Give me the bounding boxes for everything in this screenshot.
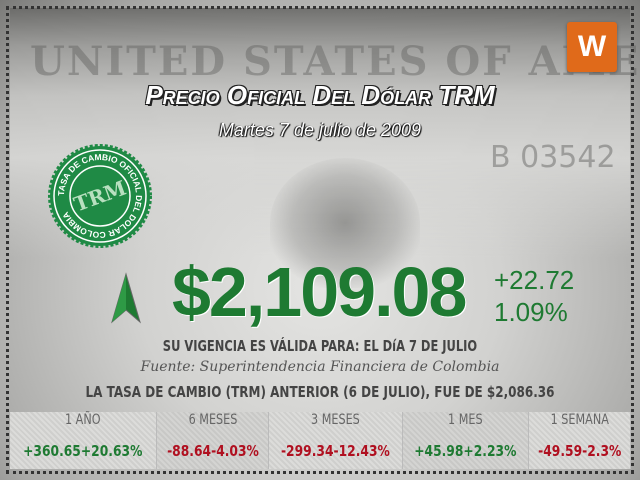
dotted-border: [6, 6, 634, 474]
period-percent: -2.3%: [582, 442, 622, 460]
trm-rate-value: $2,109.08: [172, 253, 467, 331]
period-column: 1 MES +45.98 +2.23%: [403, 412, 529, 469]
period-change: -299.34: [281, 442, 334, 460]
arrow-up-icon: [111, 272, 141, 324]
trm-stamp-icon: TASA DE CAMBIO OFICIAL DEL DOLAR COLOMBI…: [48, 144, 152, 248]
validity-text: SU VIGENCIA ES VÁLIDA PARA: EL DíA 7 DE …: [162, 337, 478, 355]
source-text: Fuente: Superintendencia Financiera de C…: [140, 359, 500, 375]
period-percent: -4.03%: [210, 442, 259, 460]
period-percent: -12.43%: [333, 442, 391, 460]
period-label: 1 MES: [448, 412, 483, 428]
rate-change: +22.72 1.09%: [494, 264, 574, 328]
period-percent: +2.23%: [463, 442, 517, 460]
period-changes-table: 1 AÑO +360.65 +20.63% 6 MESES -88.64 -4.0…: [10, 412, 632, 469]
period-column: 3 MESES -299.34 -12.43%: [269, 412, 404, 469]
bill-text: UNITED STATES OF AMERICA: [30, 38, 640, 85]
period-column: 6 MESES -88.64 -4.03%: [156, 412, 270, 469]
period-label: 3 MESES: [311, 412, 361, 428]
rate-change-amount: +22.72: [494, 265, 575, 295]
page-title: Precio Oficial Del Dólar TRM: [145, 80, 495, 110]
period-column: 1 AÑO +360.65 +20.63%: [10, 412, 157, 469]
period-change: +45.98: [414, 442, 464, 460]
brand-logo-icon[interactable]: W: [567, 22, 617, 72]
period-label: 1 AÑO: [64, 412, 101, 428]
period-change: -49.59: [538, 442, 583, 460]
rate-change-percent: 1.09%: [494, 297, 568, 327]
period-percent: +20.63%: [80, 442, 143, 460]
previous-rate-text: LA TASA DE CAMBIO (TRM) ANTERIOR (6 DE J…: [85, 383, 555, 401]
bill-serial: B 03542: [490, 140, 616, 175]
period-label: 6 MESES: [188, 412, 237, 428]
portrait-image: [270, 158, 420, 288]
date: Martes 7 de julio de 2009: [218, 120, 422, 140]
period-label: 1 SEMANA: [550, 412, 609, 428]
period-change: -88.64: [166, 442, 211, 460]
period-change: +360.65: [23, 442, 81, 460]
period-column: 1 SEMANA -49.59 -2.3%: [528, 412, 632, 469]
